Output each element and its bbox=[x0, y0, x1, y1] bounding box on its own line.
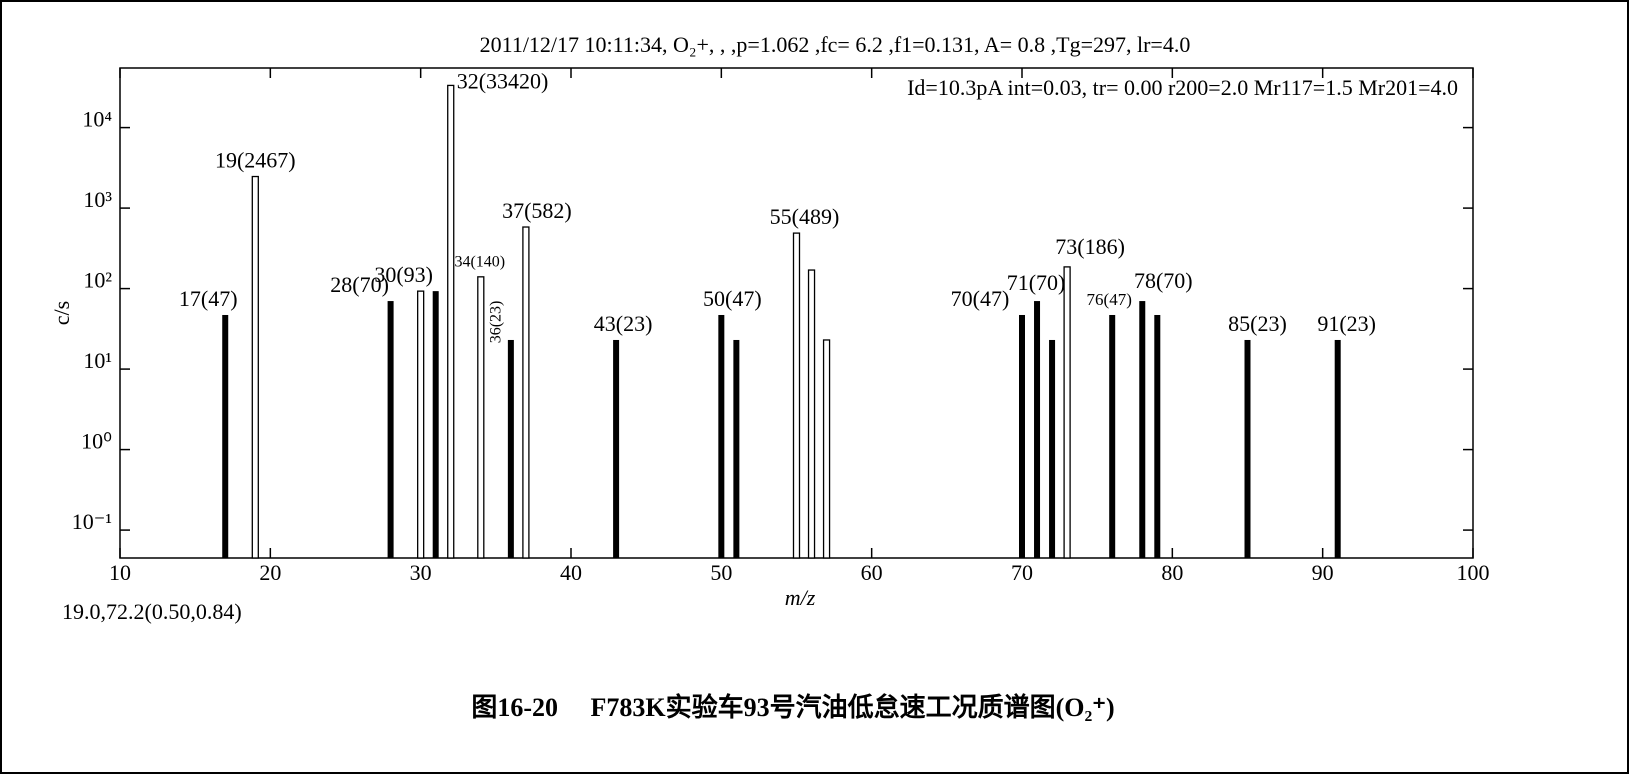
value-label: 30(93) bbox=[374, 262, 433, 287]
x-axis-label: m/z bbox=[785, 585, 816, 610]
x-tick-label: 30 bbox=[410, 560, 432, 585]
bar bbox=[1063, 266, 1071, 559]
x-tick-label: 80 bbox=[1161, 560, 1183, 585]
value-label: 28(70) bbox=[330, 272, 389, 297]
value-label: 71(70) bbox=[1007, 270, 1066, 295]
bar bbox=[807, 269, 816, 559]
y-tick-label: 10⁻¹ bbox=[72, 509, 112, 534]
value-label: 70(47) bbox=[951, 286, 1010, 311]
value-label: 19(2467) bbox=[215, 148, 296, 173]
value-label: 78(70) bbox=[1134, 268, 1193, 293]
value-label: 85(23) bbox=[1228, 311, 1287, 336]
bar bbox=[822, 339, 831, 559]
bar bbox=[1154, 314, 1161, 558]
y-tick-label: 10¹ bbox=[83, 348, 112, 373]
x-tick-label: 20 bbox=[259, 560, 281, 585]
value-label: 73(186) bbox=[1055, 234, 1125, 259]
x-tick-label: 60 bbox=[861, 560, 883, 585]
note: 19.0,72.2(0.50,0.84) bbox=[62, 599, 242, 624]
bar bbox=[522, 226, 530, 559]
x-tick-label: 100 bbox=[1457, 560, 1490, 585]
caption: 图16-20 F783K实验车93号汽油低怠速工况质谱图(O₂⁺) bbox=[471, 692, 1114, 722]
x-tick-label: 40 bbox=[560, 560, 582, 585]
bar bbox=[417, 290, 425, 559]
y-tick-label: 10⁰ bbox=[81, 429, 112, 454]
bar bbox=[251, 175, 259, 559]
value-label: 32(33420) bbox=[457, 68, 549, 93]
bar bbox=[477, 276, 485, 559]
value-label: 55(489) bbox=[770, 204, 840, 229]
value-label: 34(140) bbox=[454, 254, 505, 271]
bar bbox=[792, 232, 801, 559]
value-label: 91(23) bbox=[1317, 311, 1376, 336]
x-tick-label: 50 bbox=[710, 560, 732, 585]
bar bbox=[507, 339, 514, 558]
bar bbox=[733, 339, 740, 558]
header: 2011/12/17 10:11:34, O₂+, , ,p=1.062 ,fc… bbox=[480, 32, 1191, 57]
bar bbox=[432, 291, 439, 558]
bar bbox=[1109, 314, 1116, 558]
y-tick-label: 10⁴ bbox=[82, 107, 112, 132]
value-label: 17(47) bbox=[179, 286, 238, 311]
y-axis-label: c/s bbox=[49, 301, 74, 325]
bar bbox=[718, 314, 725, 558]
subheader: Id=10.3pA int=0.03, tr= 0.00 r200=2.0 Mr… bbox=[907, 75, 1458, 100]
value-label: 37(582) bbox=[502, 198, 572, 223]
y-tick-label: 10³ bbox=[83, 187, 112, 212]
bar bbox=[1244, 339, 1251, 558]
bar bbox=[1019, 314, 1025, 558]
value-label: 36(23) bbox=[488, 301, 505, 344]
value-label: 50(47) bbox=[703, 286, 762, 311]
x-tick-label: 70 bbox=[1011, 560, 1033, 585]
value-label: 43(23) bbox=[594, 311, 653, 336]
bar bbox=[1139, 301, 1146, 558]
bar bbox=[387, 301, 394, 558]
y-tick-label: 10² bbox=[83, 268, 112, 293]
bar bbox=[222, 314, 229, 558]
bar bbox=[613, 339, 620, 558]
bar bbox=[1334, 339, 1341, 558]
bar bbox=[1034, 301, 1041, 558]
bar bbox=[1049, 339, 1056, 558]
x-tick-label: 90 bbox=[1312, 560, 1334, 585]
x-tick-label: 10 bbox=[109, 560, 131, 585]
value-label: 76(47) bbox=[1087, 290, 1132, 309]
bar bbox=[447, 84, 455, 559]
